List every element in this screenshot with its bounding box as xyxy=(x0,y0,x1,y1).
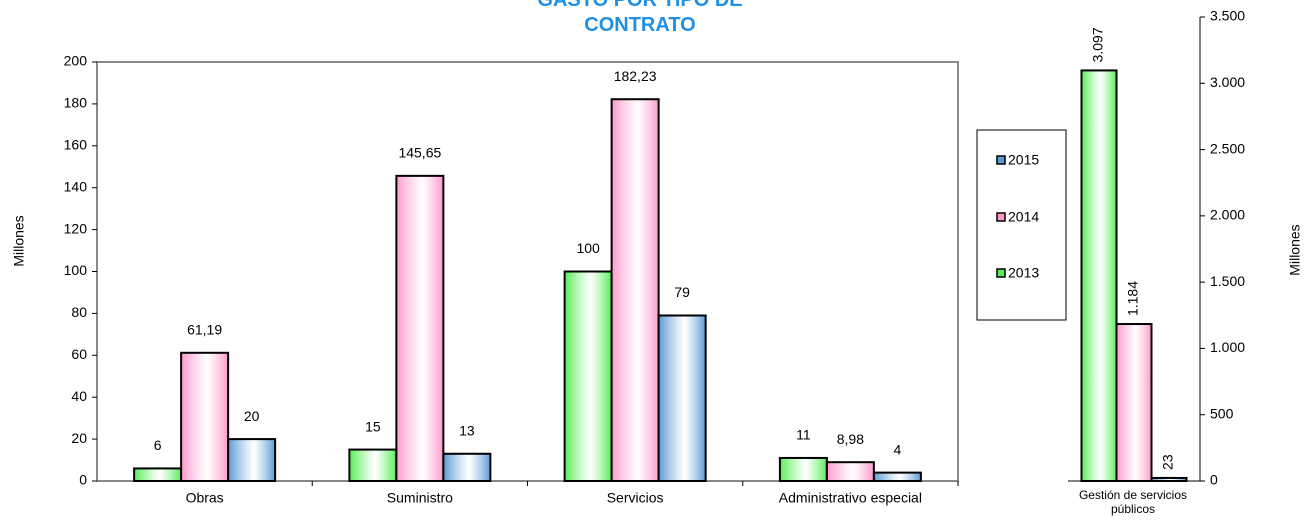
bar xyxy=(825,461,875,482)
legend-swatch xyxy=(996,268,1006,278)
data-label: 79 xyxy=(674,284,690,300)
y-tick-label: 2.000 xyxy=(1210,207,1245,223)
bar xyxy=(442,452,492,483)
data-label: 8,98 xyxy=(837,431,864,447)
bar xyxy=(1150,476,1188,483)
bar xyxy=(1115,323,1153,482)
bar xyxy=(778,456,828,482)
data-label: 23 xyxy=(1160,454,1176,470)
data-label: 4 xyxy=(893,441,901,457)
x-tick-label: Suministro xyxy=(387,490,453,506)
legend-label: 2013 xyxy=(1008,265,1039,281)
x-tick-label: Obras xyxy=(186,490,224,506)
y-tick-label: 1.500 xyxy=(1210,273,1245,289)
bar xyxy=(348,448,398,483)
bar xyxy=(1080,69,1118,482)
y-tick-label: 0 xyxy=(79,472,87,488)
y-tick-label: 120 xyxy=(64,220,88,236)
bar xyxy=(133,467,183,482)
data-label: 100 xyxy=(576,240,600,256)
data-label: 182,23 xyxy=(614,68,657,84)
y-tick-label: 200 xyxy=(64,53,88,69)
y-tick-label: 20 xyxy=(71,430,87,446)
y-tick-label: 40 xyxy=(71,388,87,404)
bar xyxy=(872,471,922,482)
legend-label: 2015 xyxy=(1008,152,1039,168)
legend-label: 2014 xyxy=(1008,209,1039,225)
data-label: 15 xyxy=(365,418,381,434)
x-tick-label: Administrativo especial xyxy=(779,490,922,506)
data-label: 11 xyxy=(796,427,811,443)
bar xyxy=(610,98,660,482)
y2-axis-label: Millones xyxy=(1287,224,1303,275)
chart-title: GASTO POR TIPO DE CONTRATO xyxy=(537,0,743,36)
y-axis-label: Millones xyxy=(11,215,27,266)
legend-swatch xyxy=(996,155,1006,165)
y-tick-label: 60 xyxy=(71,346,87,362)
legend-swatch xyxy=(996,212,1006,222)
x-tick-label: Servicios xyxy=(607,490,664,506)
data-label: 1.184 xyxy=(1125,281,1141,316)
data-label: 145,65 xyxy=(398,145,441,161)
data-label: 13 xyxy=(459,422,475,438)
bar xyxy=(395,174,445,482)
y-tick-label: 2.500 xyxy=(1210,140,1245,156)
bar xyxy=(657,314,707,482)
y-tick-label: 160 xyxy=(64,137,88,153)
data-label: 20 xyxy=(244,408,260,424)
data-label: 3.097 xyxy=(1090,27,1106,62)
x-tick-label: Gestión de servicios públicos xyxy=(1078,488,1188,516)
y-tick-label: 500 xyxy=(1210,405,1234,421)
bar xyxy=(563,270,613,482)
y-tick-label: 100 xyxy=(64,262,88,278)
y-tick-label: 180 xyxy=(64,95,88,111)
plot-area xyxy=(96,61,959,482)
y-tick-label: 3.500 xyxy=(1210,8,1245,24)
y-tick-label: 3.000 xyxy=(1210,74,1245,90)
legend-box xyxy=(976,129,1067,321)
y-tick-label: 80 xyxy=(71,304,87,320)
y-tick-label: 0 xyxy=(1210,472,1218,488)
bar xyxy=(180,351,230,482)
data-label: 61,19 xyxy=(187,322,222,338)
y-tick-label: 140 xyxy=(64,178,88,194)
y-tick-label: 1.000 xyxy=(1210,339,1245,355)
bar xyxy=(227,438,277,483)
data-label: 6 xyxy=(154,437,162,453)
